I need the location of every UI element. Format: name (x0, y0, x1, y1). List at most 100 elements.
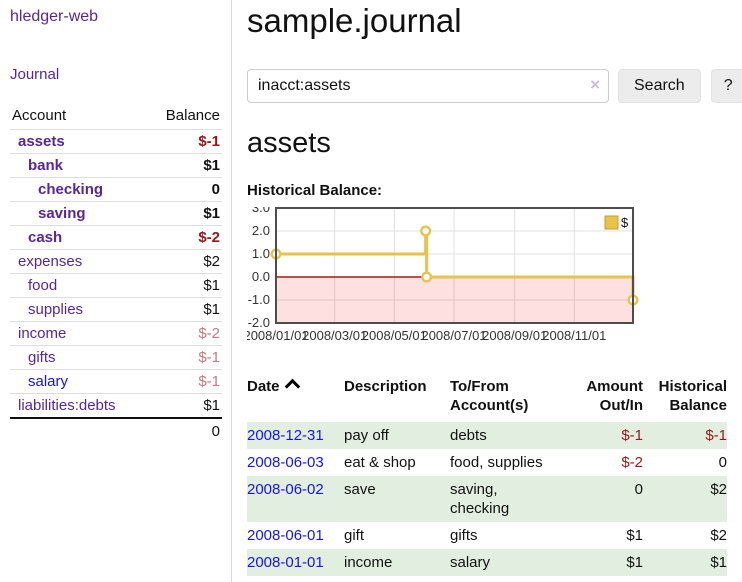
accounts-header-row: Account Balance (10, 103, 222, 130)
account-heading: assets (247, 127, 331, 159)
account-balance: $2 (203, 253, 220, 270)
transaction-row: 2008-06-03 eat & shop food, supplies $-2 0 (247, 449, 727, 476)
search-input[interactable] (247, 69, 609, 103)
clear-search-icon[interactable]: × (590, 75, 600, 94)
account-link[interactable]: checking (38, 181, 104, 198)
account-link[interactable]: income (18, 325, 67, 342)
account-link[interactable]: gifts (28, 349, 56, 366)
account-link[interactable]: salary (28, 373, 69, 390)
account-link[interactable]: saving (38, 205, 86, 222)
transaction-accounts: salary (450, 554, 491, 571)
transaction-description: eat & shop (344, 454, 416, 471)
account-balance: $1 (203, 157, 220, 174)
account-balance: $1 (203, 301, 220, 318)
account-balance: 0 (211, 181, 220, 198)
help-button[interactable]: ? (710, 69, 742, 103)
transaction-amount: $-1 (621, 427, 643, 444)
register-header-date[interactable]: Date (247, 377, 344, 422)
account-balance: $-1 (198, 133, 220, 150)
historical-balance-chart[interactable]: $3.0 2.0 1.0 0.0 -1.0 -2.0 2008/01/01 2008/03/0… (243, 200, 657, 357)
transaction-date: 2008-06-03 (247, 449, 344, 476)
register-header-row: Date Description To/From Account(s) Amount Ou… (247, 377, 727, 422)
account-link[interactable]: expenses (18, 253, 83, 270)
account-row: checking 0 (10, 177, 222, 202)
account-balance: $-1 (198, 349, 220, 366)
sidebar-nav: Journal (10, 66, 231, 83)
transaction-amount: $1 (626, 527, 643, 544)
account-link[interactable]: supplies (28, 301, 84, 318)
negative-region (276, 277, 633, 323)
account-row: gifts $-1 (10, 345, 222, 370)
account-row: cash $-2 (10, 225, 222, 250)
transaction-balance: $-1 (705, 427, 727, 444)
account-link[interactable]: food (28, 277, 58, 294)
account-row: salary $-1 (10, 369, 222, 394)
x-tick-label: 2008/03/01 (302, 328, 367, 343)
transaction-description: pay off (344, 427, 389, 444)
transaction-balance: 0 (718, 454, 727, 471)
account-link[interactable]: cash (28, 229, 63, 246)
plot-border (275, 207, 634, 324)
transaction-description: save (344, 481, 376, 498)
account-row: liabilities:debts $1 (10, 393, 222, 419)
account-row: saving $1 (10, 201, 222, 226)
main-content: sample.journal × Search ? assets Histori… (232, 0, 742, 582)
y-tick-label: 3.0 (252, 207, 270, 215)
sort-asc-icon (284, 378, 300, 395)
register-header-amount: Amount Out/In (586, 378, 643, 414)
transaction-date-link[interactable]: 2008-06-02 (247, 481, 324, 498)
search-form: × Search ? (247, 69, 742, 103)
transaction-row: 2008-01-01 income salary $1 $1 (247, 549, 727, 576)
transaction-date-link[interactable]: 2008-06-03 (247, 454, 324, 471)
chart-title: Historical Balance: (247, 182, 383, 199)
transaction-amount: $-2 (621, 454, 643, 471)
transaction-accounts: gifts (450, 527, 478, 544)
account-row: supplies $1 (10, 297, 222, 322)
transaction-row: 2008-06-02 save saving, checking 0 $2 (247, 476, 727, 522)
account-balance: $1 (203, 397, 220, 414)
transaction-date-link[interactable]: 2008-06-01 (247, 527, 324, 544)
nav-journal-link[interactable]: Journal (10, 66, 60, 83)
x-tick-label: 2008/09/01 (482, 328, 547, 343)
account-row: bank $1 (10, 153, 222, 178)
account-link[interactable]: bank (28, 157, 64, 174)
account-balance: $-1 (198, 373, 220, 390)
accounts-header-balance: Balance (165, 107, 220, 124)
search-button[interactable]: Search (618, 69, 701, 103)
register-header-tofrom: To/From Account(s) (450, 378, 529, 414)
legend-label: $ (621, 215, 629, 230)
transaction-row: 2008-12-31 pay off debts $-1 $-1 (247, 422, 727, 449)
search-box: × (247, 69, 609, 103)
transaction-amount: $1 (626, 554, 643, 571)
y-tick-label: 0.0 (252, 269, 270, 284)
register-table: Date Description To/From Account(s) Amount Ou… (247, 377, 727, 576)
transaction-accounts: saving, checking (450, 481, 510, 517)
app-title-link[interactable]: hledger-web (10, 8, 99, 25)
transaction-date: 2008-01-01 (247, 549, 344, 576)
x-tick-label: 2008/01/01 (247, 328, 309, 343)
transaction-date: 2008-12-31 (247, 422, 344, 449)
transaction-date-link[interactable]: 2008-01-01 (247, 554, 324, 571)
transaction-date-link[interactable]: 2008-12-31 (247, 427, 324, 444)
y-tick-label: 1.0 (252, 246, 270, 261)
y-tick-label: -1.0 (248, 292, 270, 307)
transaction-date: 2008-06-01 (247, 522, 344, 549)
transaction-description: income (344, 554, 393, 571)
data-point-marker (420, 225, 432, 237)
accounts-table: Account Balance assets $-1 bank $1 checking 0… (10, 103, 222, 444)
sidebar: hledger-web Journal Account Balance asse… (0, 0, 232, 582)
transaction-balance: $2 (710, 481, 727, 498)
register-header-historical: Historical Balance (658, 378, 727, 414)
account-row: food $1 (10, 273, 222, 298)
account-link[interactable]: assets (18, 133, 65, 150)
x-tick-label: 2008/05/01 (362, 328, 427, 343)
transaction-date: 2008-06-02 (247, 476, 344, 522)
y-tick-label: 2.0 (252, 223, 270, 238)
account-link[interactable]: liabilities:debts (18, 397, 116, 414)
accounts-header-account: Account (12, 107, 67, 124)
account-balance: $1 (203, 277, 220, 294)
x-tick-label: 2008/07/01 (421, 328, 486, 343)
transaction-accounts: food, supplies (450, 454, 543, 471)
account-row: assets $-1 (10, 129, 222, 154)
